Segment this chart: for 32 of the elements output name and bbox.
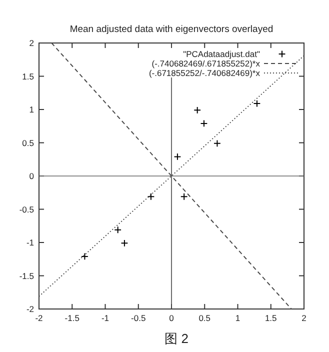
- x-tick-label: 1: [235, 313, 240, 323]
- point: [147, 192, 155, 200]
- point: [81, 252, 88, 260]
- point: [194, 106, 202, 114]
- y-tick-label: 1.5: [22, 71, 34, 82]
- point: [253, 100, 261, 108]
- y-tick-label: 0.5: [22, 138, 34, 148]
- x-tick-label: 0.5: [198, 313, 211, 323]
- x-tick-label: -1: [101, 313, 110, 323]
- point: [200, 120, 208, 128]
- point: [180, 192, 188, 200]
- caption: 图 2: [164, 331, 188, 346]
- y-tick-label: 2: [29, 38, 34, 48]
- y-tick-label: -1.5: [19, 270, 34, 281]
- y-tick-label: 0: [29, 171, 34, 181]
- x-tick-label: 2: [302, 313, 307, 323]
- point: [214, 140, 221, 148]
- y-tick-label: 1: [29, 104, 34, 114]
- y-tick-label: -2: [26, 304, 34, 314]
- x-tick-label: -0.5: [131, 313, 146, 323]
- y-tick-label: -1: [26, 238, 34, 248]
- x-tick-label: 0: [169, 313, 174, 323]
- legend-label: (-.671855252/-.740682469)*x: [148, 68, 261, 78]
- chart-title: Mean adjusted data with eigenvectors overlayed: [70, 24, 274, 35]
- point: [120, 239, 128, 247]
- point: [114, 226, 122, 234]
- y-tick-label: -0.5: [19, 204, 34, 214]
- legend-label: (-.740682469/.671855252)*x: [152, 58, 261, 68]
- point: [174, 153, 182, 160]
- x-tick-label: 1.5: [264, 313, 278, 323]
- x-tick-label: -1.5: [64, 313, 80, 323]
- legend-label: "PCAdataadjust.dat": [183, 49, 260, 59]
